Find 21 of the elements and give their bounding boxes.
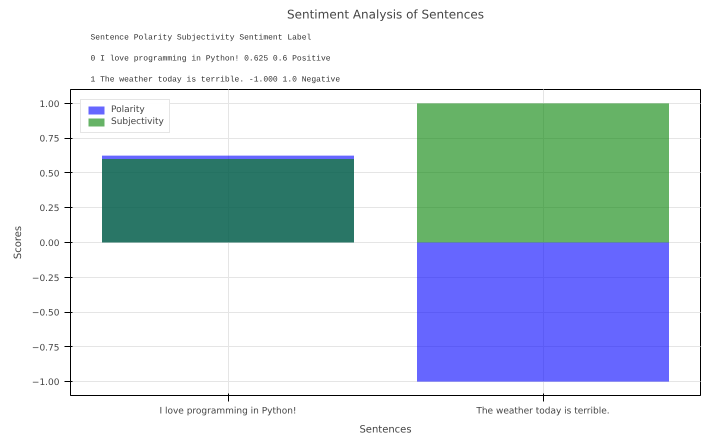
text: 1 The weather today is terrible. -1.000 1.0 Negative <box>90 76 340 84</box>
bar <box>417 242 669 382</box>
y-tick-label: 0.25 <box>39 204 60 214</box>
bar <box>417 103 669 242</box>
legend-label: Polarity <box>111 105 145 115</box>
text: 0 I love programming in Python! 0.625 0.6 Positive <box>90 54 331 64</box>
y-tick-label: −0.25 <box>32 274 60 284</box>
y-tick-label: 0.50 <box>39 169 60 180</box>
y-tick-label: −0.75 <box>32 343 60 354</box>
x-axis-title: Sentences <box>359 424 412 436</box>
y-tick-label: 0.00 <box>39 239 60 249</box>
y-tick-label: 0.75 <box>39 134 60 145</box>
x-tick-label: I love programming in Python! <box>159 406 297 416</box>
y-axis-title: Scores <box>12 226 24 260</box>
y-tick-label: −1.00 <box>32 378 60 388</box>
y-tick-label: 1.00 <box>39 100 60 110</box>
x-tick-label: The weather today is terrible. <box>475 406 610 416</box>
y-tick-label: −0.50 <box>32 308 60 319</box>
text: Sentence Polarity Subjectivity Sentiment Label <box>90 34 312 42</box>
chart-title: Sentiment Analysis of Sentences <box>286 8 484 22</box>
legend-label: Subjectivity <box>111 117 164 127</box>
